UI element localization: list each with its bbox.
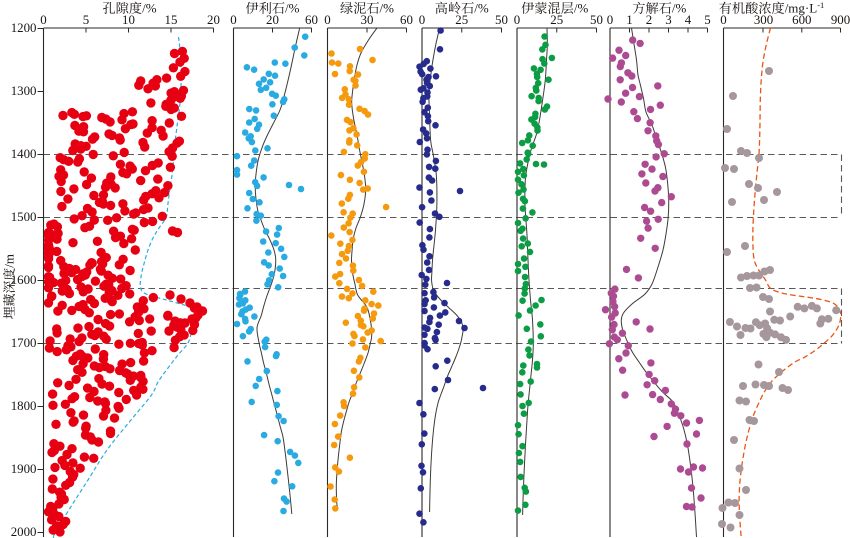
svg-text:/mg·L-1: /mg·L-1 (785, 0, 825, 16)
svg-text:/%: /% (285, 1, 300, 16)
svg-text:0: 0 (324, 13, 330, 27)
svg-text:15: 15 (165, 13, 178, 27)
svg-text:2: 2 (646, 13, 652, 27)
svg-text:300: 300 (754, 13, 773, 27)
svg-text:4: 4 (685, 13, 692, 27)
svg-text:600: 600 (792, 13, 811, 27)
svg-text:0: 0 (607, 13, 613, 27)
svg-text:5: 5 (83, 13, 89, 27)
svg-text:1700: 1700 (11, 336, 37, 350)
svg-text:/m: /m (3, 254, 17, 268)
svg-text:1300: 1300 (11, 84, 37, 98)
svg-text:1500: 1500 (11, 210, 37, 224)
svg-text:1400: 1400 (11, 147, 37, 161)
svg-text:25: 25 (550, 13, 563, 27)
svg-text:/%: /% (672, 1, 687, 16)
svg-text:1800: 1800 (11, 399, 37, 413)
svg-text:20: 20 (207, 13, 220, 27)
svg-text:25: 25 (455, 13, 468, 27)
svg-text:50: 50 (590, 13, 603, 27)
svg-text:1600: 1600 (11, 273, 37, 287)
svg-text:1: 1 (626, 13, 632, 27)
svg-text:0: 0 (230, 13, 236, 27)
svg-text:60: 60 (400, 13, 413, 27)
svg-text:1900: 1900 (11, 462, 37, 476)
svg-text:0: 0 (720, 13, 726, 27)
svg-text:/%: /% (380, 1, 395, 16)
svg-text:5: 5 (704, 13, 710, 27)
svg-text:10: 10 (122, 13, 135, 27)
svg-text:/%: /% (142, 1, 157, 16)
svg-text:2000: 2000 (11, 525, 37, 538)
svg-text:0: 0 (40, 13, 46, 27)
svg-text:1200: 1200 (11, 21, 37, 35)
svg-text:20: 20 (266, 13, 279, 27)
svg-text:0: 0 (419, 13, 425, 27)
svg-text:30: 30 (361, 13, 374, 27)
svg-text:3: 3 (665, 13, 671, 27)
svg-text:/%: /% (474, 1, 489, 16)
svg-text:0: 0 (514, 13, 520, 27)
svg-text:/%: /% (574, 1, 589, 16)
svg-text:50: 50 (495, 13, 508, 27)
svg-text:900: 900 (831, 13, 850, 27)
svg-text:60: 60 (305, 13, 318, 27)
